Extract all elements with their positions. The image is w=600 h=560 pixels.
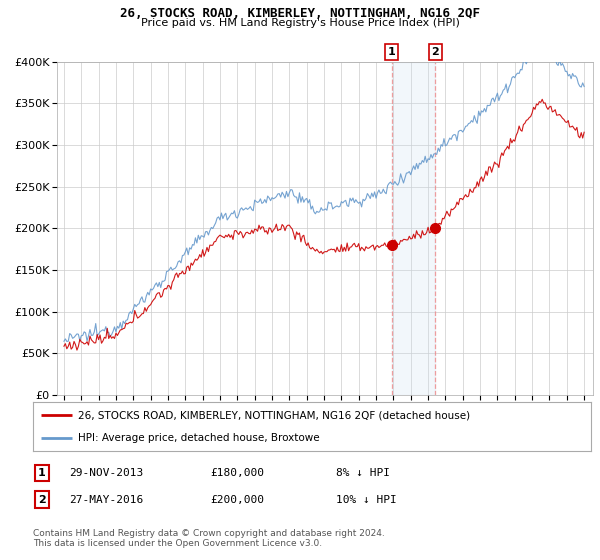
- Text: HPI: Average price, detached house, Broxtowe: HPI: Average price, detached house, Brox…: [77, 433, 319, 443]
- Text: Contains HM Land Registry data © Crown copyright and database right 2024.
This d: Contains HM Land Registry data © Crown c…: [33, 529, 385, 548]
- Text: 2: 2: [38, 494, 46, 505]
- Text: Price paid vs. HM Land Registry's House Price Index (HPI): Price paid vs. HM Land Registry's House …: [140, 18, 460, 28]
- Bar: [392, 62, 435, 395]
- Text: £180,000: £180,000: [210, 468, 264, 478]
- Text: 26, STOCKS ROAD, KIMBERLEY, NOTTINGHAM, NG16 2QF: 26, STOCKS ROAD, KIMBERLEY, NOTTINGHAM, …: [120, 7, 480, 20]
- Text: £200,000: £200,000: [210, 494, 264, 505]
- Text: 1: 1: [38, 468, 46, 478]
- Text: 10% ↓ HPI: 10% ↓ HPI: [336, 494, 397, 505]
- Text: 26, STOCKS ROAD, KIMBERLEY, NOTTINGHAM, NG16 2QF (detached house): 26, STOCKS ROAD, KIMBERLEY, NOTTINGHAM, …: [77, 410, 470, 421]
- Text: 29-NOV-2013: 29-NOV-2013: [69, 468, 143, 478]
- Text: 1: 1: [388, 47, 396, 57]
- Text: 2: 2: [431, 47, 439, 57]
- Text: 8% ↓ HPI: 8% ↓ HPI: [336, 468, 390, 478]
- Text: 27-MAY-2016: 27-MAY-2016: [69, 494, 143, 505]
